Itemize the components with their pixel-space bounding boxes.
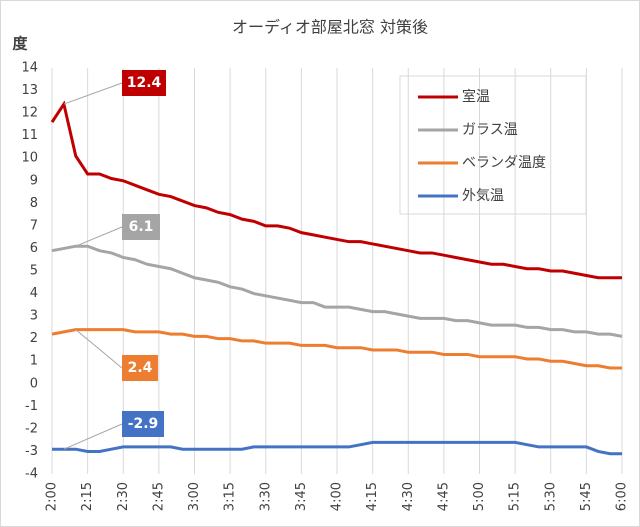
x-tick-label: 6:00 (615, 482, 630, 511)
data-label: 6.1 (129, 219, 154, 235)
y-tick-label: 8 (30, 196, 38, 211)
label-box (122, 411, 164, 437)
series-line (52, 440, 622, 456)
label-leader (63, 82, 123, 105)
label-leader (63, 423, 123, 450)
x-tick-label: 4:30 (401, 482, 416, 511)
x-tick-label: 2:45 (151, 482, 166, 511)
x-tick-label: 3:15 (223, 482, 238, 511)
y-tick-label: 3 (30, 309, 38, 324)
y-tick-label: 12 (21, 106, 38, 121)
y-tick-label: 7 (30, 218, 38, 233)
y-tick-label: 0 (30, 376, 38, 391)
legend-box (399, 75, 587, 215)
y-tick-label: 5 (30, 264, 38, 279)
legend-label: ガラス温 (462, 122, 518, 138)
series-line (50, 100, 622, 280)
y-tick-label: 6 (30, 241, 38, 256)
x-tick-label: 5:45 (579, 482, 594, 511)
legend-label: 室温 (462, 88, 490, 105)
label-box (122, 214, 160, 240)
x-tick-label: 3:45 (294, 482, 309, 511)
data-label: 2.4 (128, 360, 153, 376)
series-line (51, 328, 622, 370)
data-label: 12.4 (127, 75, 162, 91)
y-tick-label: 14 (21, 61, 38, 76)
x-tick-label: 2:15 (80, 482, 95, 511)
x-tick-label: 4:15 (365, 482, 380, 511)
x-tick-label: 5:30 (543, 482, 558, 511)
data-label: -2.9 (128, 416, 159, 432)
label-leader (75, 226, 123, 247)
x-tick-label: 4:45 (436, 482, 451, 511)
y-tick-label: 4 (30, 286, 38, 301)
series-line (51, 244, 623, 338)
x-tick-label: 5:00 (472, 482, 487, 511)
legend-label: 外気温 (462, 188, 504, 204)
x-tick-label: 4:00 (330, 482, 345, 511)
y-tick-label: 1 (30, 354, 38, 369)
y-tick-label: 2 (30, 331, 38, 346)
y-tick-label: 13 (21, 83, 38, 98)
x-tick-label: 3:00 (187, 482, 202, 511)
y-axis-label: 度 (12, 35, 28, 53)
chart-title: オーディオ部屋北窓 対策後 (232, 18, 428, 37)
y-tick-label: -2 (25, 421, 38, 436)
legend-label: ベランダ温度 (462, 155, 546, 171)
y-tick-label: 11 (21, 128, 38, 143)
label-leader (75, 329, 123, 369)
label-box (122, 355, 158, 381)
x-tick-label: 5:15 (508, 482, 523, 511)
y-tick-label: -1 (25, 399, 38, 414)
x-tick-label: 3:30 (258, 482, 273, 511)
y-tick-label: -4 (25, 467, 38, 482)
y-tick-label: -3 (25, 444, 38, 459)
x-tick-label: 2:30 (116, 482, 131, 511)
x-tick-label: 2:00 (45, 482, 60, 511)
y-tick-label: 10 (21, 151, 38, 166)
label-box (122, 70, 166, 96)
y-tick-label: 9 (30, 173, 38, 188)
